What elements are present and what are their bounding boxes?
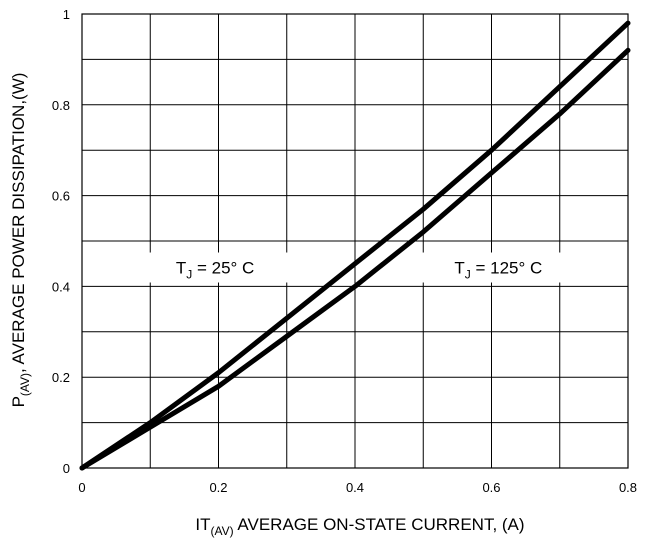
y-tick-label: 0.4 <box>52 279 70 294</box>
y-tick-label: 1 <box>63 7 70 22</box>
x-axis-title: IT(AV) AVERAGE ON-STATE CURRENT, (A) <box>195 515 524 538</box>
x-tick-labels: 0 0.2 0.4 0.6 0.8 <box>78 480 637 495</box>
series-line-tj-125c <box>79 47 631 471</box>
x-tick-label: 0.2 <box>209 480 227 495</box>
series-annotation-tj-25c: TJ = 25° C <box>176 259 254 282</box>
grid <box>81 13 629 469</box>
y-tick-label: 0.8 <box>52 98 70 113</box>
x-tick-label: 0.8 <box>619 480 637 495</box>
y-tick-label: 0 <box>63 461 70 476</box>
x-axis-title-main: IT <box>195 515 210 534</box>
y-axis-title-sub: (AV) <box>18 373 32 396</box>
annotation-background <box>137 252 294 283</box>
series-line-tj-25c <box>79 20 631 471</box>
plot-frame <box>81 13 629 469</box>
annotations: TJ = 25° C TJ = 125° C <box>137 252 577 283</box>
x-tick-label: 0.6 <box>482 480 500 495</box>
y-axis-title-rest: , AVERAGE POWER DISSIPATION,(W) <box>9 73 28 373</box>
y-axis-title: P(AV), AVERAGE POWER DISSIPATION,(W) <box>9 73 32 408</box>
x-axis-title-sub: (AV) <box>211 524 234 538</box>
x-tick-label: 0.4 <box>346 480 364 495</box>
y-axis-title-main: P <box>9 396 28 407</box>
x-axis-title-rest: AVERAGE ON-STATE CURRENT, (A) <box>234 515 525 534</box>
y-tick-label: 0.2 <box>52 370 70 385</box>
y-tick-labels: 0 0.2 0.4 0.6 0.8 1 <box>52 7 70 476</box>
series-lines <box>79 20 631 471</box>
x-tick-label: 0 <box>78 480 85 495</box>
y-tick-label: 0.6 <box>52 189 70 204</box>
annotation-background <box>420 252 577 283</box>
series-annotation-tj-125c: TJ = 125° C <box>454 259 542 282</box>
